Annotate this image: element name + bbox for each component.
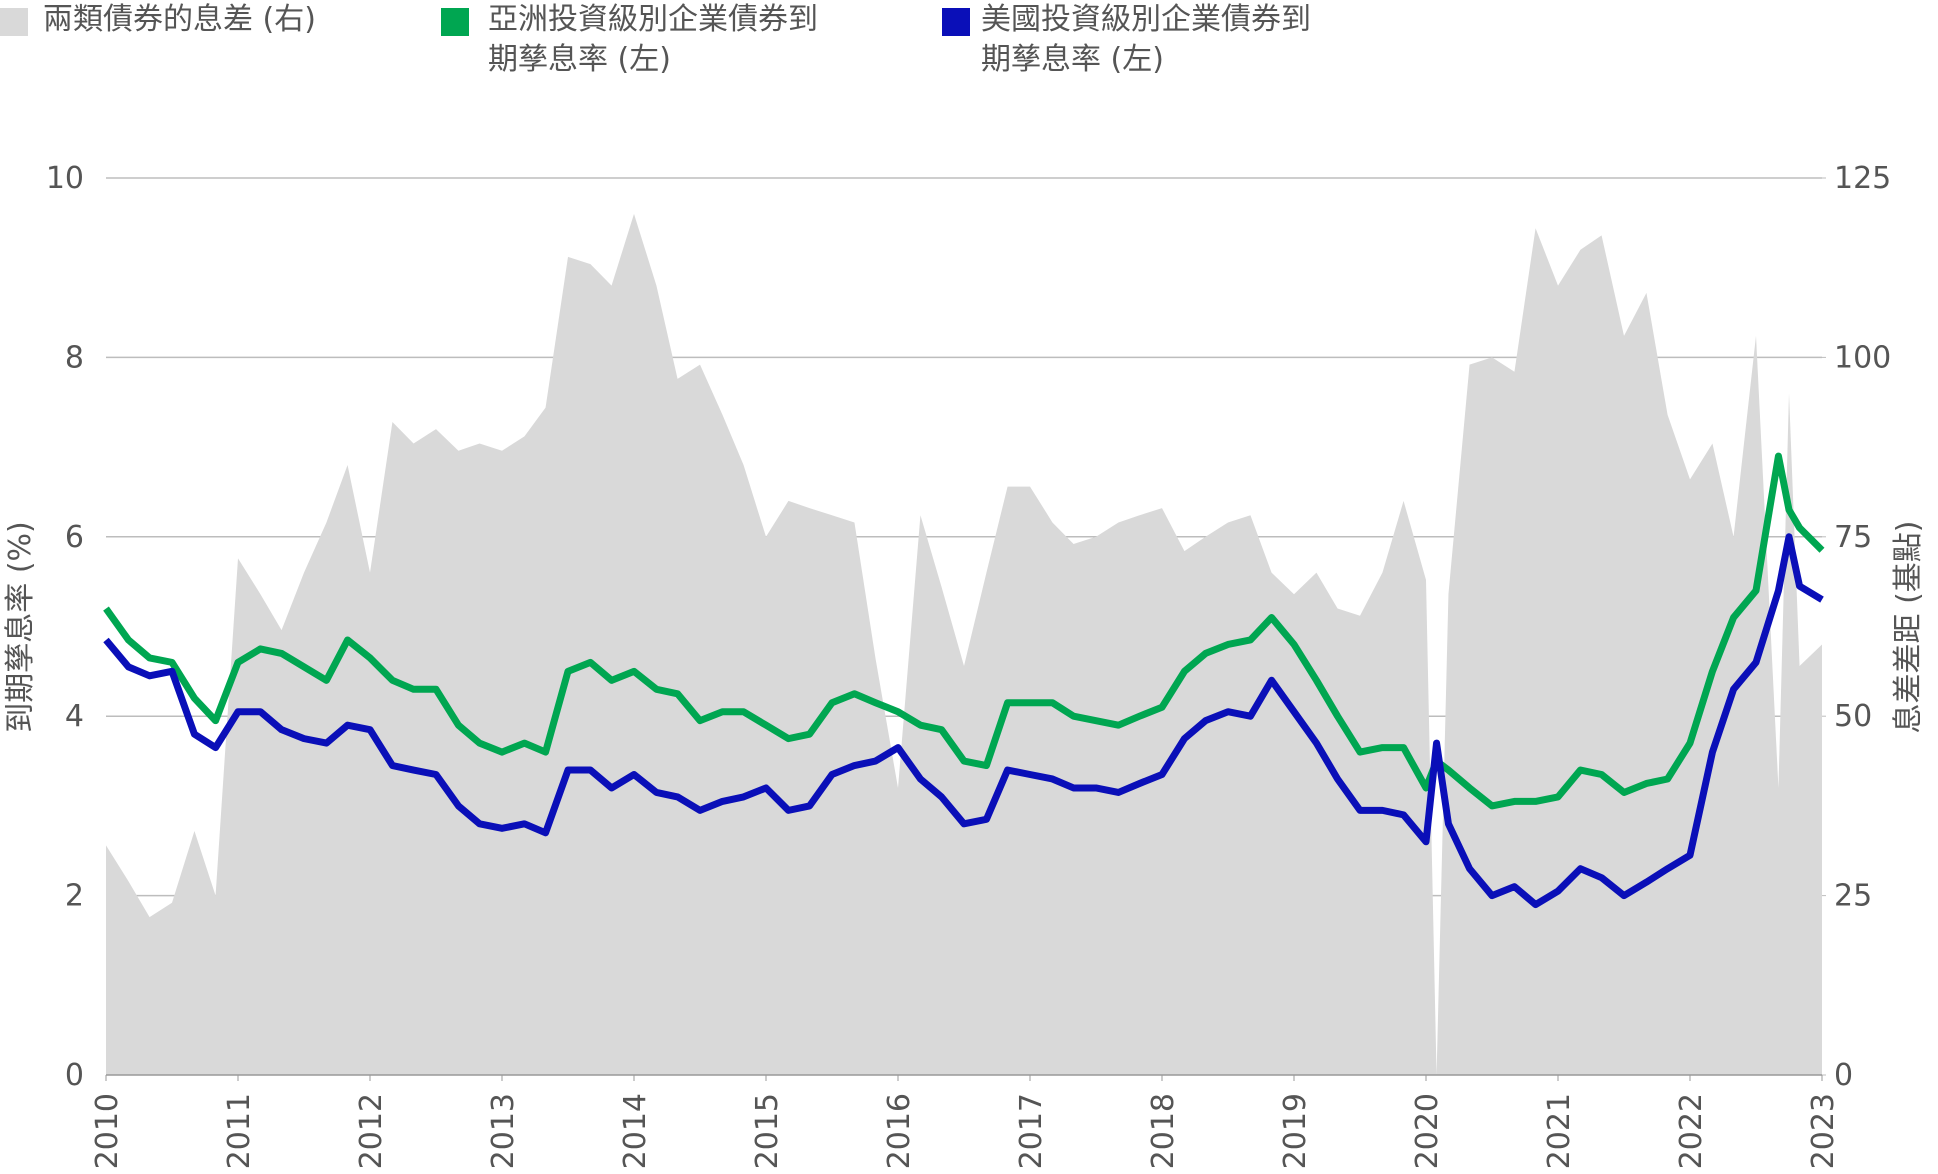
x-tick-label: 2010 <box>90 1093 125 1169</box>
y2-tick-label: 0 <box>1834 1058 1853 1093</box>
x-tick-label: 2011 <box>222 1093 257 1169</box>
y-tick-label: 8 <box>65 340 84 375</box>
y-tick-label: 10 <box>46 161 84 196</box>
area <box>106 213 1822 1075</box>
x-tick-label: 2014 <box>618 1093 653 1169</box>
y2-tick-label: 125 <box>1834 161 1891 196</box>
y-tick-label: 4 <box>65 699 84 734</box>
legend-label: 兩類債券的息差 (右) <box>43 2 316 37</box>
legend-swatch <box>441 8 469 36</box>
x-tick-label: 2022 <box>1674 1093 1709 1169</box>
x-tick-label: 2015 <box>750 1093 785 1169</box>
line <box>103 533 1824 909</box>
legend-swatch <box>942 8 970 36</box>
data <box>103 213 1825 1075</box>
y-tick-label: 6 <box>65 520 84 555</box>
line <box>103 452 1825 810</box>
x-tick-label: 2018 <box>1146 1093 1181 1169</box>
y2-axis-title: 息差差距 (基點) <box>1891 521 1926 734</box>
legend-label: 亞洲投資級別企業債券到期孳息率 (左) <box>488 2 818 77</box>
y2-tick-label: 100 <box>1834 340 1891 375</box>
y-tick-label: 2 <box>65 879 84 914</box>
x-tick-label: 2012 <box>354 1093 389 1169</box>
x-tick-label: 2020 <box>1410 1093 1445 1169</box>
y-tick-label: 0 <box>65 1058 84 1093</box>
y2-tick-label: 50 <box>1834 699 1872 734</box>
x-tick-label: 2017 <box>1014 1093 1049 1169</box>
x-tick-label: 2013 <box>486 1093 521 1169</box>
y2-tick-label: 25 <box>1834 879 1872 914</box>
x-tick-label: 2021 <box>1542 1093 1577 1169</box>
x-tick-label: 2023 <box>1806 1093 1841 1169</box>
x-tick-label: 2016 <box>882 1093 917 1169</box>
y-axis-title: 到期孳息率 (%) <box>3 521 38 732</box>
legend-swatch <box>0 8 28 36</box>
x-tick-label: 2019 <box>1278 1093 1313 1169</box>
y2-tick-label: 75 <box>1834 520 1872 555</box>
legend-label: 美國投資級別企業債券到期孳息率 (左) <box>981 2 1311 77</box>
